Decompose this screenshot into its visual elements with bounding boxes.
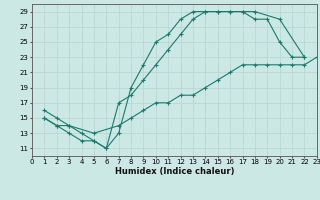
X-axis label: Humidex (Indice chaleur): Humidex (Indice chaleur) — [115, 167, 234, 176]
